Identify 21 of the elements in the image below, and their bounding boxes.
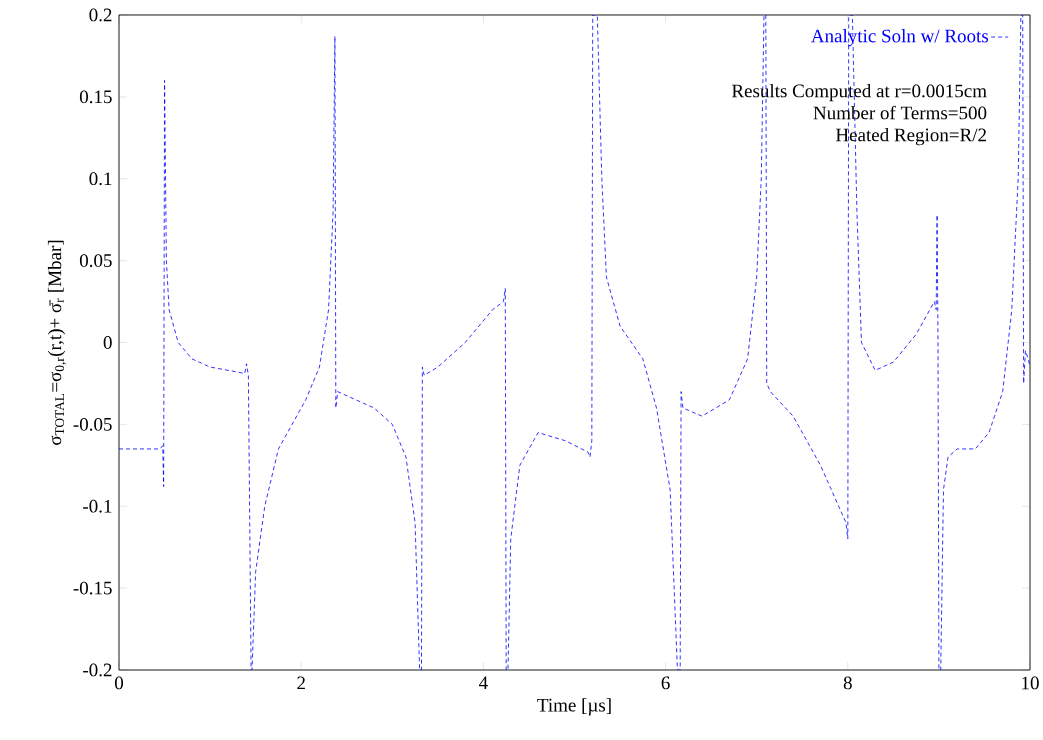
- annotation: Number of Terms=500: [813, 105, 987, 120]
- y-tick-label: 0.2: [89, 8, 112, 22]
- x-axis-title: Time [µs]: [537, 698, 611, 716]
- y-tick-label: -0.15: [73, 581, 112, 595]
- y-tick-label: -0.05: [73, 417, 112, 431]
- x-tick-label: 10: [1022, 676, 1039, 690]
- x-tick-label: 6: [661, 676, 670, 690]
- y-tick-label: -0.2: [83, 663, 112, 677]
- legend-label: Analytic Soln w/ Roots: [811, 29, 989, 47]
- y-tick-label: 0: [103, 336, 112, 349]
- x-tick-label: 0: [114, 676, 124, 690]
- annotation: Results Computed at r=0.0015cm: [731, 83, 987, 102]
- y-tick-label: 0.1: [89, 172, 112, 186]
- y-tick-label: 0.05: [79, 254, 112, 268]
- x-tick-label: 8: [843, 676, 852, 690]
- y-axis-title: σ$_{TOTAL}$=σ$_{0,r}$(r,t)+ σ̄$_{r}$ [Mbar]: [47, 240, 67, 445]
- annotation: Heated Region=R/2: [835, 127, 986, 146]
- x-tick-label: 2: [297, 676, 305, 690]
- x-tick-label: 4: [479, 676, 488, 690]
- y-tick-label: 0.15: [79, 90, 112, 104]
- y-tick-label: -0.1: [83, 499, 112, 513]
